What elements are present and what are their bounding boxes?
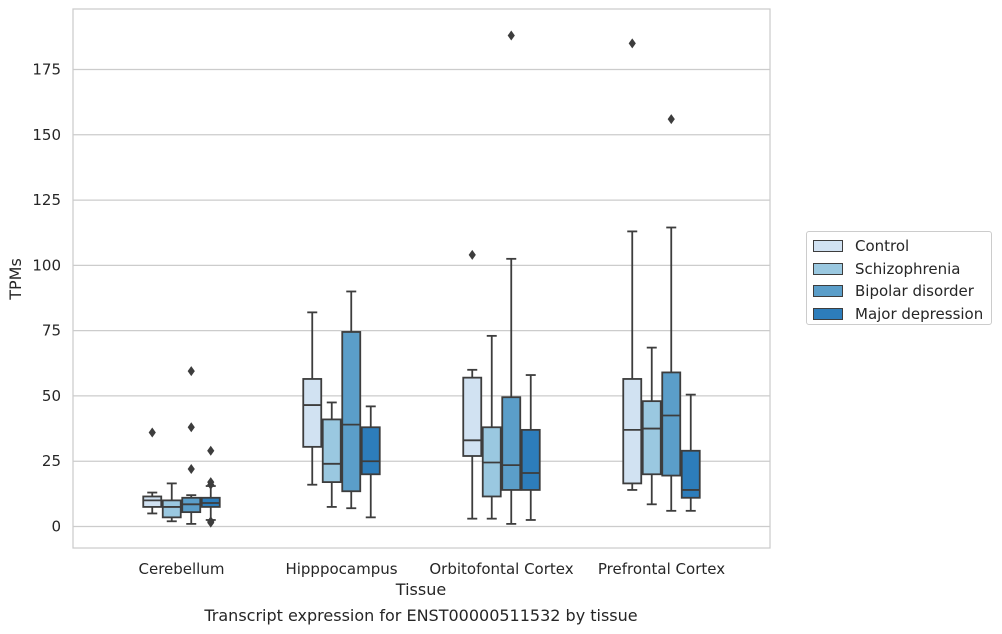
legend-label: Major depression <box>855 304 984 323</box>
box-control <box>462 249 483 520</box>
x-tick-label: Orbitofontal Cortex <box>429 560 573 578</box>
y-tick-label: 125 <box>32 191 61 209</box>
outlier-point <box>667 114 675 125</box>
box-schizophrenia <box>321 401 342 508</box>
iqr-box <box>341 331 362 493</box>
box-bipolar-disorder <box>181 366 202 525</box>
box-control <box>302 311 323 486</box>
iqr-box <box>321 418 342 484</box>
chart-caption: Transcript expression for ENST0000051153… <box>204 606 638 625</box>
iqr-box <box>142 495 163 508</box>
outlier-point <box>507 30 515 41</box>
outlier-point <box>207 479 215 490</box>
legend-item: Schizophrenia <box>807 258 991 281</box>
box-control <box>622 38 643 491</box>
legend-label: Schizophrenia <box>855 259 961 278</box>
x-tick-labels: Cerebellum Hipppocampus Orbitofontal Corte… <box>139 560 726 578</box>
x-axis-title: Tissue <box>395 580 446 599</box>
outlier-point <box>187 366 195 377</box>
legend-label: Control <box>855 237 910 256</box>
y-tick-label: 50 <box>42 387 61 405</box>
iqr-box <box>680 449 701 499</box>
iqr-box <box>161 499 182 519</box>
legend-item: Control <box>807 235 991 258</box>
grid-lines <box>73 68 770 528</box>
iqr-box <box>641 400 662 476</box>
box-bipolar-disorder <box>341 290 362 510</box>
legend-item: Major depression <box>807 303 991 326</box>
box-major-depression <box>520 374 541 521</box>
legend-swatch <box>813 307 843 320</box>
legend-label: Bipolar disorder <box>855 282 974 301</box>
y-tick-label: 25 <box>42 452 61 470</box>
x-tick-label: Cerebellum <box>139 560 225 578</box>
outlier-point <box>628 38 636 49</box>
y-tick-label: 175 <box>32 61 61 79</box>
iqr-box <box>360 426 381 476</box>
outlier-point <box>187 422 195 433</box>
legend-swatch <box>813 262 843 275</box>
x-tick-label: Prefrontal Cortex <box>598 560 725 578</box>
iqr-box <box>462 376 483 457</box>
y-tick-label: 100 <box>32 256 61 274</box>
box-schizophrenia <box>641 346 662 506</box>
box-major-depression <box>680 393 701 512</box>
iqr-box <box>520 428 541 491</box>
iqr-box <box>622 378 643 485</box>
iqr-box <box>661 371 682 477</box>
legend: Control Schizophrenia Bipolar disorder Majo… <box>806 231 992 325</box>
legend-swatch <box>813 240 843 253</box>
legend-item: Bipolar disorder <box>807 280 991 303</box>
iqr-box <box>501 396 522 491</box>
boxes <box>142 30 701 528</box>
outlier-point <box>207 445 215 456</box>
box-schizophrenia <box>481 334 502 520</box>
box-major-depression <box>360 405 381 519</box>
plot-frame <box>72 8 771 549</box>
y-tick-label: 75 <box>42 322 61 340</box>
box-control <box>142 427 163 515</box>
outlier-point <box>468 249 476 260</box>
outlier-point <box>207 517 215 528</box>
box-bipolar-disorder <box>661 114 682 512</box>
outlier-point <box>187 464 195 475</box>
y-tick-label: 150 <box>32 126 61 144</box>
box-schizophrenia <box>161 482 182 523</box>
box-major-depression <box>200 445 221 528</box>
iqr-box <box>302 378 323 448</box>
x-tick-label: Hipppocampus <box>285 560 397 578</box>
legend-swatch <box>813 285 843 298</box>
y-axis-title: TPMs <box>6 258 25 301</box>
y-tick-labels: 0 25 50 75 100 125 150 175 <box>32 61 61 536</box>
outlier-point <box>148 427 156 438</box>
box-bipolar-disorder <box>501 30 522 525</box>
y-tick-label: 0 <box>51 518 61 536</box>
